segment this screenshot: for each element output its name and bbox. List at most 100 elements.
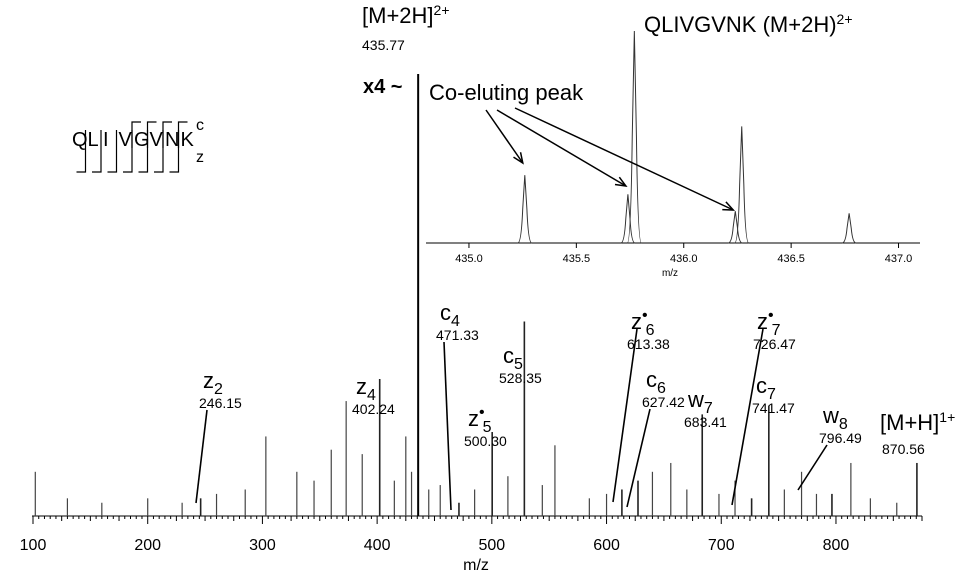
z-ion-bracket xyxy=(138,130,149,173)
inset-title-base: QLIVGVNK (M+2H) xyxy=(644,12,837,37)
leader-line xyxy=(731,328,764,506)
inset-title: QLIVGVNK (M+2H)2+ xyxy=(644,11,853,37)
ion-letter: z xyxy=(468,406,479,431)
fragment-ion-name: c4 xyxy=(440,300,460,330)
fragment-mass: 402.24 xyxy=(352,401,395,417)
sequence-residue: V xyxy=(119,129,133,151)
fragment-ion-name: z• 5 xyxy=(468,404,492,436)
inset-tick-label: 435.5 xyxy=(563,253,591,265)
ion-subscript: 7 xyxy=(704,400,713,417)
fragment-ion-name: z2 xyxy=(203,368,223,398)
c-terminal-label: c xyxy=(196,117,204,134)
fragment-ion-name: w8 xyxy=(822,403,848,433)
fragment-mass: 471.33 xyxy=(436,327,479,343)
fragment-mass: 870.56 xyxy=(882,441,925,457)
sequence-residue: V xyxy=(150,129,164,151)
precursor-charge: 2+ xyxy=(434,2,450,18)
x-tick-label: 200 xyxy=(134,537,161,554)
x-tick-label: 300 xyxy=(249,537,276,554)
fragment-mass: 246.15 xyxy=(199,395,242,411)
sequence-residue: N xyxy=(165,129,179,151)
coeluting-peak-label: Co-eluting peak xyxy=(429,80,584,105)
leader-line xyxy=(626,408,651,508)
fragment-mass: 500.30 xyxy=(464,433,507,449)
x-tick-label: 100 xyxy=(20,537,47,554)
z-ion-bracket xyxy=(154,130,164,173)
inset-peak xyxy=(626,30,642,244)
coeluting-arrowhead xyxy=(722,201,736,211)
fragment-ion-name: z• 6 xyxy=(631,307,655,339)
x-tick-label: 800 xyxy=(823,537,850,554)
ion-letter: z xyxy=(631,309,642,334)
ion-letter: z xyxy=(757,309,768,334)
z-ion-bracket xyxy=(169,130,180,173)
inset-peak xyxy=(728,211,743,244)
inset-peak xyxy=(841,213,857,244)
fragment-ion-name: z• 7 xyxy=(757,307,781,339)
ion-subscript: 2 xyxy=(214,381,223,398)
sequence-residue: K xyxy=(181,129,195,151)
z-terminal-label: z xyxy=(196,149,204,166)
fragment-mass: 741.47 xyxy=(752,400,795,416)
coeluting-arrowhead xyxy=(513,152,524,165)
fragment-ion-name: c5 xyxy=(503,343,523,373)
sequence-residue: I xyxy=(103,129,109,151)
leader-line xyxy=(195,409,208,504)
ion-subscript: 7 xyxy=(767,386,776,403)
coeluting-arrow xyxy=(485,109,524,164)
radical-dot: • xyxy=(768,307,774,324)
z-ion-bracket xyxy=(76,130,87,173)
spectrum-peaks xyxy=(34,321,918,516)
z-ion-bracket xyxy=(107,130,118,173)
fragment-mass: 627.42 xyxy=(642,394,685,410)
ion-subscript: 7 xyxy=(772,322,781,339)
ion-letter: w xyxy=(687,387,704,412)
radical-dot: • xyxy=(479,404,485,421)
precursor-scale-label: x4 ~ xyxy=(363,76,402,98)
fragment-ion-name: z4 xyxy=(356,374,376,404)
fragment-ion-name: w7 xyxy=(687,387,713,417)
x-tick-label: 500 xyxy=(478,537,505,554)
inset-x-axis-title: m/z xyxy=(662,268,678,279)
ion-letter: c xyxy=(503,343,514,368)
precursor-mz-label: 435.77 xyxy=(362,37,405,53)
x-tick-label: 700 xyxy=(708,537,735,554)
inset-peak xyxy=(517,175,533,244)
ion-letter: z xyxy=(356,374,367,399)
ion-subscript: 4 xyxy=(451,313,460,330)
ion-subscript: 5 xyxy=(483,419,492,436)
x-tick-label: 600 xyxy=(593,537,620,554)
sequence-residue: L xyxy=(88,129,99,151)
coeluting-arrows xyxy=(485,107,736,211)
inset-peak xyxy=(734,126,750,244)
x-axis-title: m/z xyxy=(463,557,489,573)
ion-charge: 1+ xyxy=(939,409,955,425)
ion-letter: z xyxy=(203,368,214,393)
fragment-mass: 726.47 xyxy=(753,336,796,352)
fragment-mass: 528.35 xyxy=(499,370,542,386)
coeluting-arrowhead xyxy=(614,176,628,187)
precursor-label: [M+2H]2+ xyxy=(362,2,450,28)
fragment-ion-name: [M+H]1+ xyxy=(880,409,955,435)
leader-line xyxy=(797,444,828,491)
ion-subscript: 4 xyxy=(367,387,376,404)
x-axis-minor-ticks xyxy=(32,516,923,524)
ion-subscript: 8 xyxy=(839,416,848,433)
inset-tick-label: 435.0 xyxy=(455,253,483,265)
leader-line xyxy=(443,341,452,511)
sequence-fragmentation-map: Q L I V G V N Kcz xyxy=(72,117,204,173)
x-axis-major-ticks: 100 200 300 400 500 600 700 800 xyxy=(20,537,850,554)
fragment-mass: 796.49 xyxy=(819,430,862,446)
